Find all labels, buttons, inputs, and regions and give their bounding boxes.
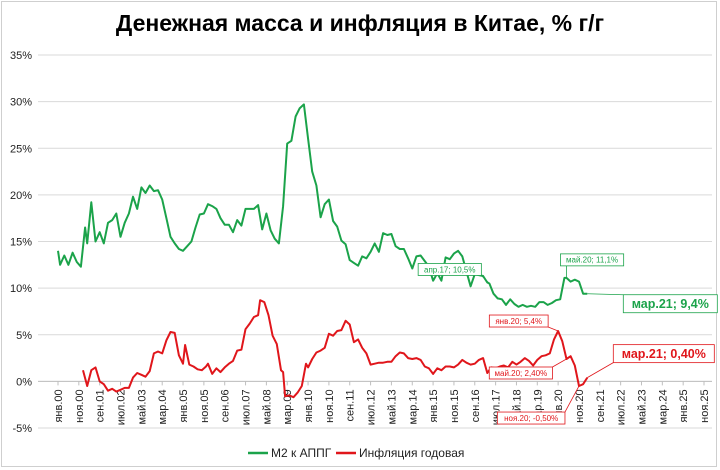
annotation-box	[612, 344, 715, 364]
y-tick-label: -5%	[12, 423, 32, 435]
annotation-leader	[481, 275, 490, 284]
annotation: мар.21; 9,4%	[587, 293, 718, 314]
x-tick-label: янв.25	[678, 389, 690, 422]
y-tick-label: 25%	[10, 143, 32, 155]
x-tick-label: янв.10	[303, 389, 315, 422]
annotation: ноя.20; -0,50%	[496, 385, 580, 425]
y-axis-ticks: 35% 30% 25% 20% 15% 10% 5% 0% -5%	[10, 50, 32, 435]
chart-title: Денежная масса и инфляция в Китае, % г/г	[115, 10, 605, 36]
annotation-box	[417, 263, 482, 276]
annotation-label: янв.20; 5,4%	[495, 317, 542, 326]
x-tick-label: май.23	[636, 389, 648, 424]
y-tick-label: 35%	[10, 50, 32, 62]
legend-cpi-label: Инфляция годовая	[359, 446, 464, 460]
annotation-label: ноя.20; -0,50%	[504, 414, 558, 423]
x-tick-label: сен.06	[220, 389, 232, 422]
m2-line	[57, 103, 588, 308]
y-tick-label: 10%	[10, 283, 32, 295]
x-tick-label: май.13	[386, 389, 398, 424]
annotation: мар.21; 0,40%	[587, 344, 715, 378]
x-tick-label: июл.07	[241, 389, 253, 425]
x-tick-label: ноя.05	[199, 389, 211, 422]
cpi-line	[82, 299, 589, 399]
x-tick-label: ноя.20	[574, 389, 586, 422]
x-tick-label: мар.24	[657, 389, 669, 424]
x-tick-label: ноя.25	[699, 389, 711, 422]
series-lines	[57, 103, 589, 399]
annotation: май.20; 11,1%	[560, 253, 625, 278]
x-tick-label: мар.04	[157, 389, 169, 424]
annotation-box	[496, 411, 566, 425]
legend: М2 к АППГ Инфляция годовая	[248, 446, 464, 460]
x-tick-label: янв.00	[53, 389, 65, 422]
annotations: апр.17; 10,5% май.20; 11,1% мар.21; 9,4% ян…	[417, 253, 718, 425]
y-tick-label: 30%	[10, 97, 32, 109]
annotation-label: май.20; 11,1%	[566, 256, 618, 265]
x-tick-label: ноя.10	[324, 389, 336, 422]
x-tick-label: янв.15	[428, 389, 440, 422]
annotation-label: апр.17; 10,5%	[424, 265, 475, 274]
annotation-label: мар.21; 9,4%	[632, 297, 709, 311]
x-tick-label: сен.01	[95, 389, 107, 422]
annotation: янв.20; 5,4%	[488, 314, 559, 332]
x-tick-label: сен.21	[595, 389, 607, 422]
annotation-leader	[552, 358, 567, 368]
annotation: май.20; 2,40%	[488, 358, 567, 380]
y-tick-label: 20%	[10, 190, 32, 202]
grid-lines	[38, 54, 712, 429]
x-tick-label: ноя.00	[74, 389, 86, 422]
legend-m2-label: М2 к АППГ	[271, 446, 332, 460]
annotation-leader	[564, 385, 580, 413]
annotation-box	[488, 314, 549, 328]
x-tick-label: мар.14	[407, 389, 419, 424]
annotation-box	[488, 366, 553, 380]
annotation: апр.17; 10,5%	[417, 263, 490, 284]
annotation-label: май.20; 2,40%	[495, 369, 548, 378]
x-tick-label: июл.02	[116, 389, 128, 425]
x-axis-ticks: янв.00 ноя.00 сен.01 июл.02 май.03 мар.04 янв.…	[53, 381, 711, 425]
annotation-leader	[587, 293, 624, 296]
x-tick-label: июл.22	[616, 389, 628, 425]
x-tick-label: сен.16	[470, 389, 482, 422]
annotation-box	[560, 253, 625, 267]
x-tick-label: май.08	[261, 389, 273, 424]
x-tick-label: янв.05	[178, 389, 190, 422]
annotation-leader	[587, 362, 614, 378]
annotation-box	[622, 294, 718, 314]
y-tick-label: 15%	[10, 237, 32, 249]
annotation-leader	[547, 326, 559, 332]
x-tick-label: июл.12	[366, 389, 378, 425]
x-tick-label: ноя.15	[449, 389, 461, 422]
annotation-label: мар.21; 0,40%	[622, 347, 706, 361]
x-tick-label: сен.11	[345, 389, 357, 421]
y-tick-label: 5%	[16, 330, 32, 342]
x-tick-label: май.03	[136, 389, 148, 424]
x-tick-label: мар.09	[282, 389, 294, 424]
y-tick-label: 0%	[16, 376, 32, 388]
